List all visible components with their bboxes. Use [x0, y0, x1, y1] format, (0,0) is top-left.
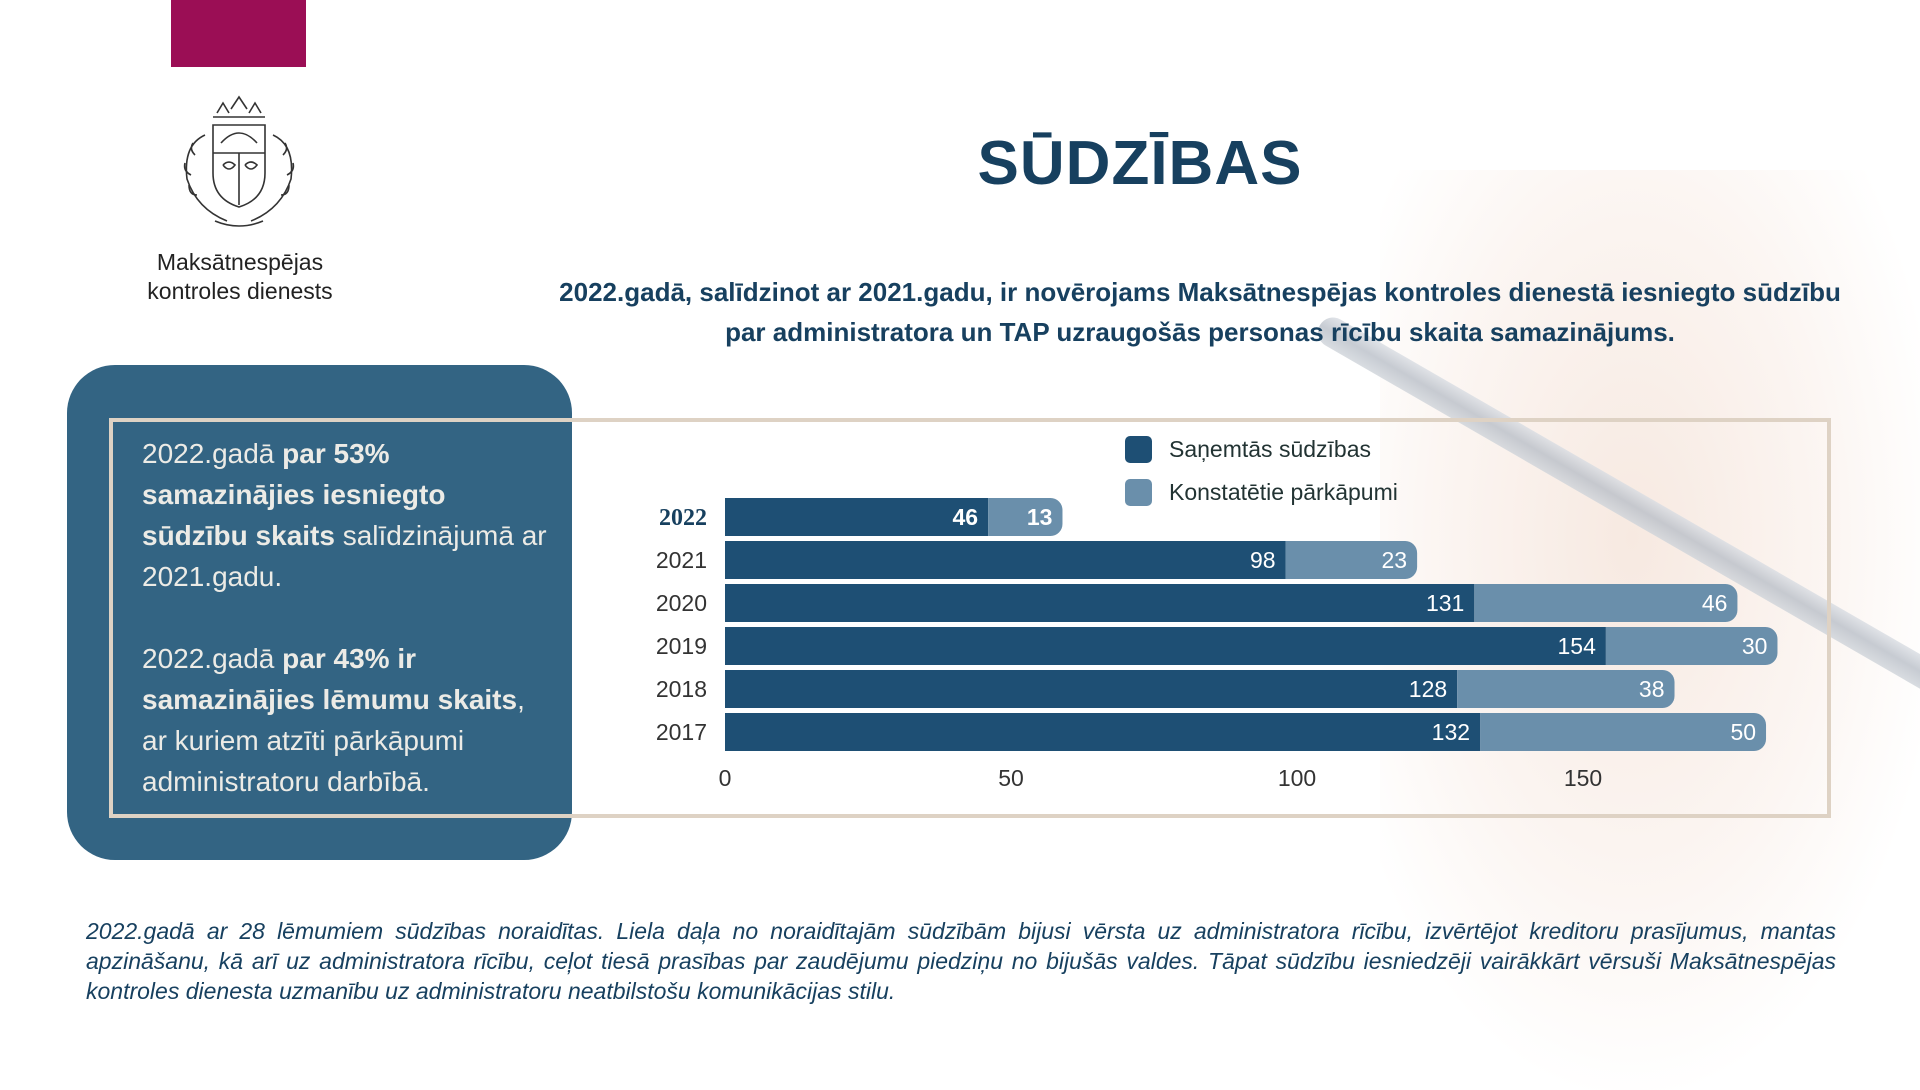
- data-label-konstatetie-parkapumi-2021: 23: [1382, 547, 1408, 573]
- legend-item-received: Saņemtās sūdzības: [1125, 436, 1371, 463]
- x-tick-0: 0: [719, 765, 732, 791]
- summary-text: 2022.gadā par 53% samazinājies iesniegto…: [142, 433, 552, 843]
- data-label-konstatetie-parkapumi-2022: 13: [1027, 504, 1053, 530]
- summary-text-part: 2022.gadā: [142, 438, 282, 469]
- data-label-konstatetie-parkapumi-2018: 38: [1639, 676, 1665, 702]
- organization-name: Maksātnespējas kontroles dienests: [120, 248, 360, 306]
- data-label-sanemtas-sudzibas-2018: 128: [1409, 676, 1447, 702]
- bar-sanemtas-sudzibas-2017: [725, 713, 1480, 751]
- bar-sanemtas-sudzibas-2019: [725, 627, 1606, 665]
- category-label-2021: 2021: [656, 547, 707, 573]
- bar-sanemtas-sudzibas-2022: [725, 498, 988, 536]
- organization-name-line1: Maksātnespējas: [120, 248, 360, 277]
- data-label-sanemtas-sudzibas-2017: 132: [1432, 719, 1470, 745]
- legend-label-received: Saņemtās sūdzības: [1169, 436, 1371, 463]
- data-label-sanemtas-sudzibas-2020: 131: [1426, 590, 1464, 616]
- legend-swatch-received: [1125, 436, 1152, 463]
- accent-bar: [171, 0, 306, 67]
- bar-sanemtas-sudzibas-2020: [725, 584, 1474, 622]
- data-label-konstatetie-parkapumi-2020: 46: [1702, 590, 1728, 616]
- data-label-konstatetie-parkapumi-2019: 30: [1742, 633, 1768, 659]
- category-label-2017: 2017: [656, 719, 707, 745]
- summary-text-part: 2022.gadā: [142, 643, 282, 674]
- summary-paragraph-decisions: 2022.gadā par 43% ir samazinājies lēmumu…: [142, 638, 552, 802]
- bar-konstatetie-parkapumi-2020: [1474, 584, 1737, 622]
- legend-item-violations: Konstatētie pārkāpumi: [1125, 479, 1398, 506]
- coat-of-arms-logo: [165, 95, 313, 235]
- category-label-2020: 2020: [656, 590, 707, 616]
- organization-name-line2: kontroles dienests: [120, 277, 360, 306]
- legend-swatch-violations: [1125, 479, 1152, 506]
- data-label-konstatetie-parkapumi-2017: 50: [1730, 719, 1756, 745]
- bar-chart-svg: 2022 46 13 2021 98 23 2020 131 46 2019 154 30 2018 12…: [600, 420, 1880, 800]
- category-label-2019: 2019: [656, 633, 707, 659]
- page-subtitle: 2022.gadā, salīdzinot ar 2021.gadu, ir n…: [540, 272, 1860, 352]
- bar-konstatetie-parkapumi-2017: [1480, 713, 1766, 751]
- bar-sanemtas-sudzibas-2021: [725, 541, 1286, 579]
- legend-label-violations: Konstatētie pārkāpumi: [1169, 479, 1398, 506]
- data-label-sanemtas-sudzibas-2019: 154: [1558, 633, 1597, 659]
- category-label-2018: 2018: [656, 676, 707, 702]
- complaints-chart: Saņemtās sūdzības Konstatētie pārkāpumi …: [600, 420, 1880, 800]
- data-label-sanemtas-sudzibas-2021: 98: [1250, 547, 1276, 573]
- x-tick-50: 50: [998, 765, 1024, 791]
- x-tick-150: 150: [1564, 765, 1602, 791]
- x-tick-100: 100: [1278, 765, 1316, 791]
- page-title: SŪDZĪBAS: [940, 128, 1340, 199]
- bar-sanemtas-sudzibas-2018: [725, 670, 1457, 708]
- data-label-sanemtas-sudzibas-2022: 46: [953, 504, 979, 530]
- summary-paragraph-complaints: 2022.gadā par 53% samazinājies iesniegto…: [142, 433, 552, 597]
- category-label-2022: 2022: [659, 505, 707, 531]
- footnote: 2022.gadā ar 28 lēmumiem sūdzības noraid…: [86, 916, 1836, 1006]
